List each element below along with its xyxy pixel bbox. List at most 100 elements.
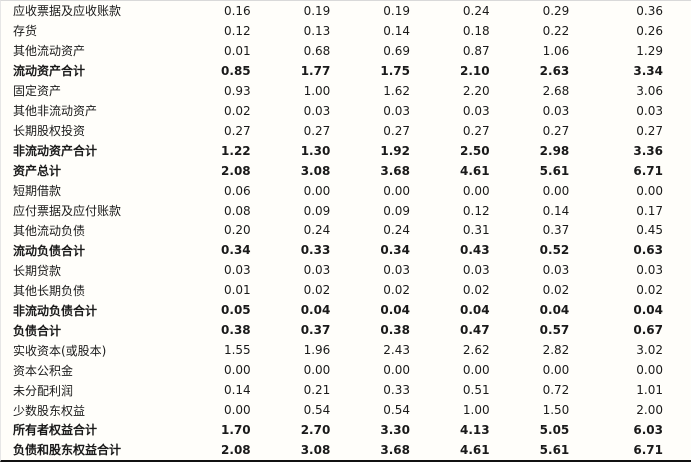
row-label: 非流动负债合计 <box>13 303 98 318</box>
table-row: 短期借款 0.06 0.00 0.00 0.00 0.00 0.00 <box>1 181 691 201</box>
cell-value: 2.20 <box>462 83 490 98</box>
cell-value: 2.70 <box>300 422 331 437</box>
row-label: 其他流动资产 <box>13 44 86 59</box>
cell-value: 1.22 <box>221 143 251 158</box>
cell-value: 0.03 <box>303 263 331 278</box>
cell-value: 0.21 <box>303 383 331 398</box>
cell-value: 4.61 <box>460 442 490 457</box>
row-label: 少数股东权益 <box>13 403 86 418</box>
cell-value: 1.01 <box>636 383 663 398</box>
cell-value: 0.00 <box>462 183 490 198</box>
cell-value: 2.63 <box>539 63 570 78</box>
cell-value: 0.68 <box>303 43 331 58</box>
row-label: 资本公积金 <box>13 363 74 378</box>
table-row: 所有者权益合计 1.70 2.70 3.30 4.13 5.05 6.03 <box>1 420 691 440</box>
cell-value: 0.00 <box>223 363 251 378</box>
row-label: 其他非流动资产 <box>13 104 98 119</box>
cell-value: 0.03 <box>636 263 663 278</box>
row-label: 实收资本(或股本) <box>13 343 107 358</box>
cell-value: 0.04 <box>300 303 331 318</box>
cell-value: 0.14 <box>383 23 410 38</box>
cell-value: 0.24 <box>462 3 490 18</box>
cell-value: 3.30 <box>380 422 410 437</box>
cell-value: 1.29 <box>636 43 663 58</box>
cell-value: 0.03 <box>223 263 251 278</box>
cell-value: 1.70 <box>221 422 251 437</box>
table-row: 实收资本(或股本) 1.55 1.96 2.43 2.62 2.82 3.02 <box>1 340 691 360</box>
cell-value: 5.05 <box>539 422 570 437</box>
cell-value: 0.45 <box>636 223 663 238</box>
row-label: 其他长期负债 <box>13 283 86 298</box>
table-row: 未分配利润 0.14 0.21 0.33 0.51 0.72 1.01 <box>1 380 691 400</box>
table-row: 资本公积金 0.00 0.00 0.00 0.00 0.00 0.00 <box>1 360 691 380</box>
cell-value: 0.18 <box>462 23 490 38</box>
row-label: 所有者权益合计 <box>13 423 98 438</box>
table-row: 应付票据及应付账款 0.08 0.09 0.09 0.12 0.14 0.17 <box>1 201 691 221</box>
cell-value: 3.68 <box>380 163 410 178</box>
cell-value: 0.27 <box>223 123 251 138</box>
cell-value: 5.61 <box>539 442 570 457</box>
cell-value: 0.03 <box>383 263 410 278</box>
row-label: 流动负债合计 <box>13 243 86 258</box>
cell-value: 2.62 <box>462 343 490 358</box>
cell-value: 1.00 <box>462 403 490 418</box>
cell-value: 6.71 <box>633 163 663 178</box>
cell-value: 6.03 <box>633 422 663 437</box>
cell-value: 0.03 <box>383 103 410 118</box>
cell-value: 3.34 <box>633 63 663 78</box>
cell-value: 0.87 <box>462 43 490 58</box>
cell-value: 0.63 <box>633 243 663 258</box>
row-label: 资产总计 <box>13 164 62 179</box>
table-row: 非流动资产合计 1.22 1.30 1.92 2.50 2.98 3.36 <box>1 141 691 161</box>
cell-value: 0.54 <box>383 403 410 418</box>
cell-value: 0.04 <box>460 303 490 318</box>
row-label: 固定资产 <box>13 84 62 99</box>
row-label: 未分配利润 <box>13 383 74 398</box>
cell-value: 0.27 <box>636 123 663 138</box>
table-row: 存货 0.12 0.13 0.14 0.18 0.22 0.26 <box>1 21 691 41</box>
table-row: 其他流动负债 0.20 0.24 0.24 0.31 0.37 0.45 <box>1 220 691 240</box>
row-label: 其他流动负债 <box>13 223 86 238</box>
cell-value: 3.02 <box>636 343 663 358</box>
cell-value: 0.37 <box>542 223 570 238</box>
cell-value: 1.77 <box>300 63 331 78</box>
cell-value: 1.96 <box>303 343 331 358</box>
cell-value: 0.36 <box>636 3 663 18</box>
cell-value: 2.10 <box>460 63 490 78</box>
cell-value: 4.61 <box>460 163 490 178</box>
cell-value: 0.05 <box>221 303 251 318</box>
cell-value: 1.30 <box>300 143 331 158</box>
cell-value: 0.93 <box>223 83 251 98</box>
cell-value: 4.13 <box>460 422 490 437</box>
row-label: 非流动资产合计 <box>13 144 98 159</box>
cell-value: 0.33 <box>300 243 331 258</box>
cell-value: 2.82 <box>542 343 570 358</box>
cell-value: 0.02 <box>383 283 410 298</box>
cell-value: 0.43 <box>460 243 490 258</box>
cell-value: 0.19 <box>303 3 331 18</box>
table-row: 固定资产 0.93 1.00 1.62 2.20 2.68 3.06 <box>1 81 691 101</box>
cell-value: 0.04 <box>539 303 570 318</box>
cell-value: 0.54 <box>303 403 331 418</box>
cell-value: 0.01 <box>223 43 251 58</box>
cell-value: 0.29 <box>542 3 570 18</box>
cell-value: 3.08 <box>300 442 331 457</box>
cell-value: 3.68 <box>380 442 410 457</box>
cell-value: 0.72 <box>542 383 570 398</box>
cell-value: 0.12 <box>223 23 251 38</box>
cell-value: 0.14 <box>223 383 251 398</box>
cell-value: 0.03 <box>542 263 570 278</box>
row-label: 长期股权投资 <box>13 124 86 139</box>
cell-value: 0.00 <box>462 363 490 378</box>
cell-value: 0.03 <box>636 103 663 118</box>
cell-value: 0.38 <box>380 323 410 338</box>
cell-value: 0.34 <box>380 243 410 258</box>
cell-value: 0.00 <box>303 183 331 198</box>
cell-value: 6.71 <box>633 442 663 457</box>
cell-value: 5.61 <box>539 163 570 178</box>
row-label: 应付票据及应付账款 <box>13 204 122 218</box>
cell-value: 0.31 <box>462 223 490 238</box>
cell-value: 0.03 <box>303 103 331 118</box>
